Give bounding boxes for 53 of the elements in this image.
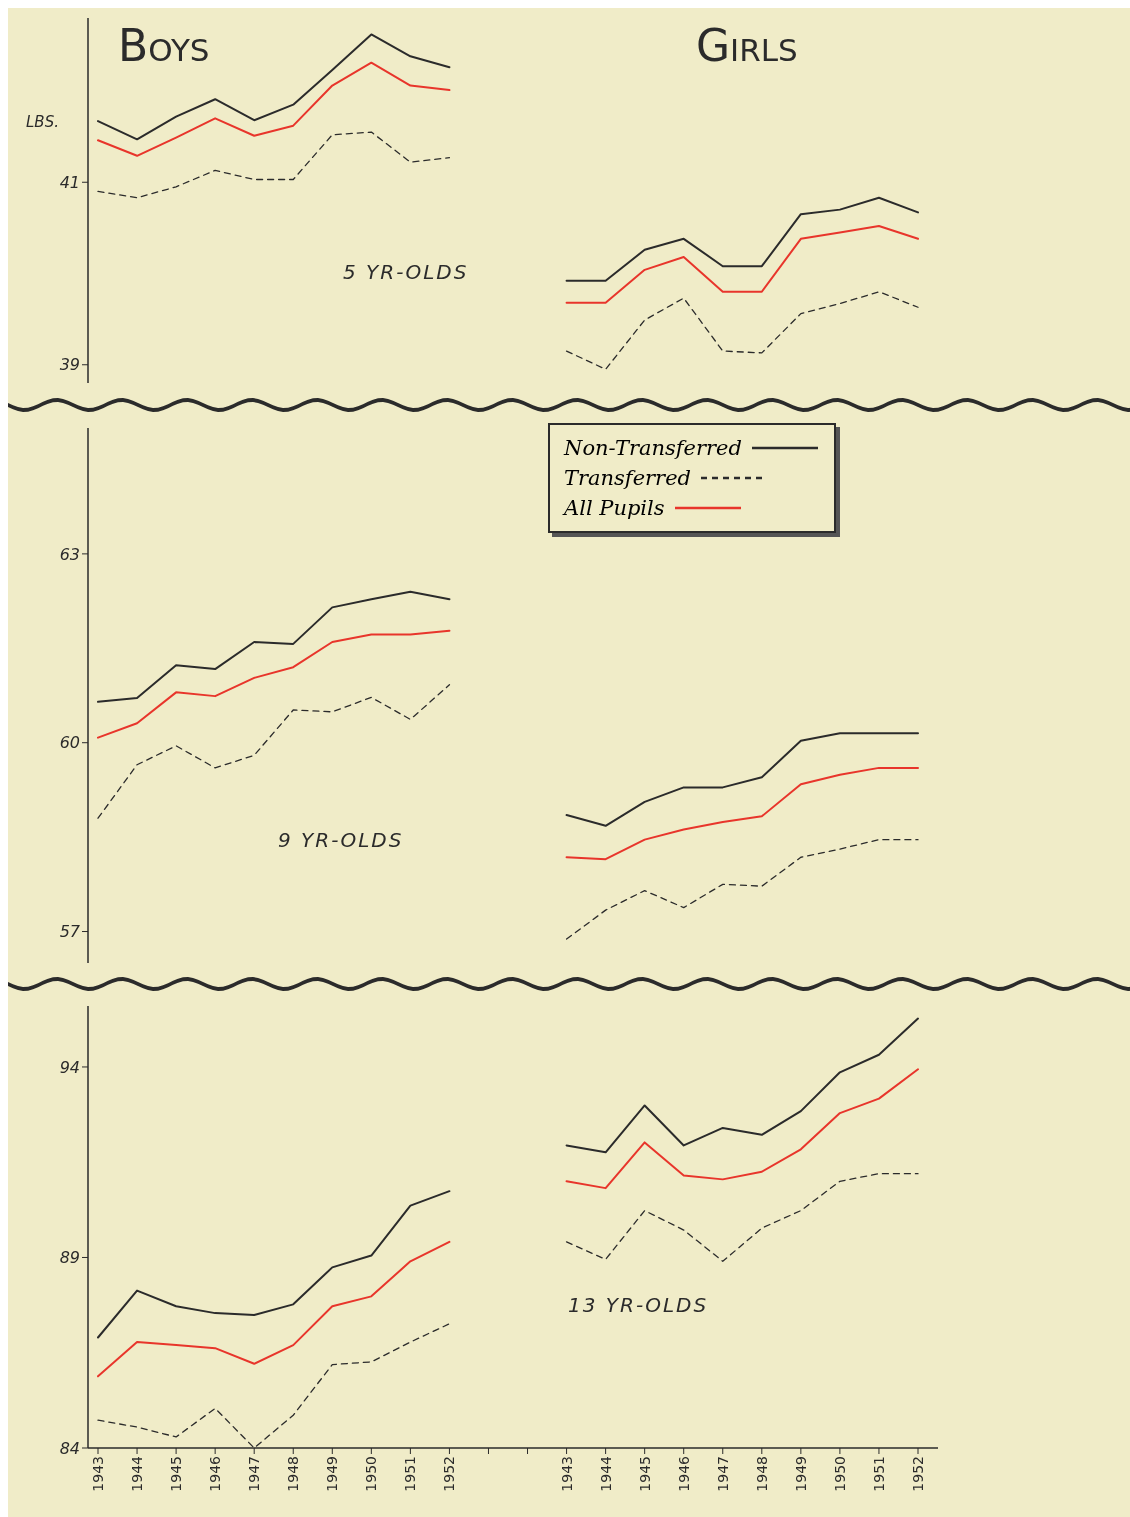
line-series	[565, 225, 919, 304]
x-tick-label: 1946	[207, 1455, 224, 1492]
x-tick-label: 1949	[324, 1456, 341, 1492]
x-tick-label: 1951	[402, 1456, 419, 1492]
line-series	[565, 1068, 919, 1190]
x-tick-label: 1946	[675, 1455, 692, 1492]
legend-label: Transferred	[564, 466, 692, 490]
line-series	[565, 1017, 919, 1154]
x-tick-label: 1947	[714, 1456, 731, 1492]
x-tick-label: 1947	[246, 1456, 263, 1492]
y-tick-label: 39	[59, 355, 80, 375]
y-tick-label: 84	[59, 1438, 80, 1458]
line-series	[565, 732, 919, 827]
line-series	[97, 131, 451, 199]
line-series	[97, 1190, 451, 1339]
line-series	[97, 684, 451, 819]
x-tick-label: 1945	[636, 1456, 653, 1492]
legend-label: All Pupils	[564, 496, 665, 520]
x-tick-label: 1943	[89, 1456, 106, 1492]
legend-label: Non-Transferred	[564, 436, 742, 460]
x-tick-label: 1948	[285, 1456, 302, 1492]
line-series	[565, 1173, 919, 1262]
line-series	[97, 61, 451, 157]
x-tick-label: 1944	[597, 1455, 614, 1492]
y-tick-label: 41	[59, 172, 80, 192]
y-tick-label: 94	[59, 1057, 80, 1077]
y-tick-label: 57	[59, 922, 81, 942]
x-tick-label: 1952	[909, 1456, 926, 1492]
y-axis-title: LBS.	[26, 113, 59, 131]
x-tick-label: 1952	[441, 1456, 458, 1492]
x-tick-label: 1950	[363, 1456, 380, 1492]
annotation: 13 YR-OLDS	[568, 1293, 709, 1317]
x-tick-label: 1944	[128, 1455, 145, 1492]
y-tick-label: 63	[59, 544, 80, 564]
y-tick-label: 60	[59, 733, 80, 753]
annotation: Girls	[696, 20, 798, 71]
x-tick-label: 1948	[753, 1456, 770, 1492]
annotation: 9 YR-OLDS	[278, 828, 404, 852]
y-tick-label: 89	[59, 1248, 80, 1268]
x-tick-label: 1951	[870, 1456, 887, 1492]
line-series	[97, 1240, 451, 1378]
line-series	[565, 291, 919, 370]
chart-title: Boys	[118, 20, 210, 71]
line-series	[565, 766, 919, 861]
x-tick-label: 1950	[831, 1456, 848, 1492]
x-tick-label: 1945	[168, 1456, 185, 1492]
line-series	[565, 196, 919, 282]
line-series	[97, 590, 451, 703]
annotation: 5 YR-OLDS	[343, 260, 469, 284]
x-tick-label: 1943	[558, 1456, 575, 1492]
line-series	[97, 629, 451, 739]
line-series	[565, 838, 919, 940]
x-tick-label: 1949	[792, 1456, 809, 1492]
